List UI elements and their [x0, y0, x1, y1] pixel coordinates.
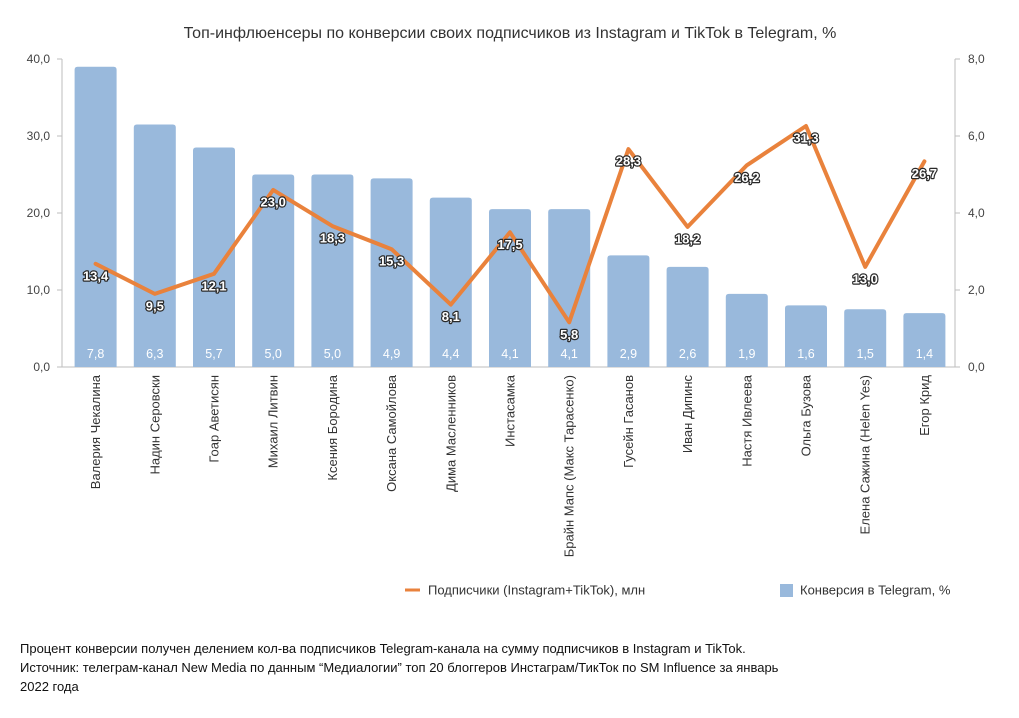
subscribers-label: 5,8 — [560, 327, 578, 342]
category-label: Настя Ивлеева — [739, 374, 754, 466]
category-label: Гусейн Гасанов — [621, 375, 636, 468]
conversion-bar — [785, 305, 827, 367]
category-label: Надин Серовски — [147, 375, 162, 475]
data-labels: 7,8 6,3 5,7 5,0 5,0 4,9 4,4 4,1 4,1 2,9 2,6 1,9 1,6 1… — [82, 129, 939, 361]
conversion-bar — [725, 293, 768, 367]
combo-chart: Топ-инфлюенсеры по конверсии своих подпи… — [27, 25, 985, 598]
conversion-label: 1,9 — [738, 347, 755, 361]
subscribers-label: 9,5 — [146, 298, 164, 313]
left-axis-tick-label: 20,0 — [27, 206, 51, 220]
footnote-method: Процент конверсии получен делением кол-в… — [20, 641, 746, 656]
left-axis-tick-label: 10,0 — [27, 283, 51, 297]
right-axis-tick-label: 2,0 — [968, 283, 985, 297]
category-label: Ольга Бузова — [799, 374, 814, 456]
conversion-bar — [607, 255, 650, 367]
category-label: Ксения Бородина — [325, 374, 340, 480]
category-label: Дима Масленников — [443, 375, 458, 492]
category-label: Егор Крид — [917, 375, 932, 436]
conversion-label: 1,4 — [916, 347, 933, 361]
legend-bar-swatch — [780, 584, 793, 597]
conversion-bar — [844, 309, 887, 367]
subscribers-label: 13,0 — [853, 271, 878, 286]
legend-conversion-label: Конверсия в Telegram, % — [800, 583, 951, 598]
subscribers-label: 26,7 — [912, 166, 937, 181]
conversion-label: 1,6 — [797, 347, 814, 361]
subscribers-label: 8,1 — [442, 309, 460, 324]
conversion-label: 6,3 — [146, 347, 163, 361]
subscribers-label: 23,0 — [261, 194, 286, 209]
category-label: Михаил Литвин — [266, 375, 281, 468]
legend-subscribers-label: Подписчики (Instagram+TikTok), млн — [428, 583, 645, 598]
category-label: Гоар Аветисян — [207, 375, 222, 463]
subscribers-label: 18,2 — [675, 231, 700, 246]
subscribers-series — [93, 124, 927, 325]
tick-labels: 0,0 10,0 20,0 30,0 40,0 0,0 2,0 4,0 6,0 8,0 — [27, 52, 985, 374]
conversion-bar — [548, 209, 591, 367]
conversion-label: 4,4 — [442, 347, 459, 361]
subscribers-label: 13,4 — [83, 268, 109, 283]
right-axis-tick-label: 8,0 — [968, 52, 985, 66]
conversion-label: 1,5 — [857, 347, 874, 361]
category-label: Брайн Мапс (Макс Тарасенко) — [562, 375, 577, 557]
left-axis-tick-label: 0,0 — [33, 360, 50, 374]
conversion-bar — [429, 197, 472, 367]
category-label: Иван Дипинс — [680, 375, 695, 454]
conversion-bar — [903, 313, 946, 367]
conversion-bar — [133, 124, 176, 367]
category-labels: Валерия Чекалина Надин Серовски Гоар Авети… — [88, 374, 932, 557]
conversion-bar — [370, 178, 413, 367]
conversion-label: 4,1 — [561, 347, 578, 361]
conversion-bar — [666, 266, 709, 367]
subscribers-label: 12,1 — [201, 278, 226, 293]
footnote-source: Источник: телеграм-канал New Media по да… — [20, 660, 779, 675]
subscribers-label: 17,5 — [497, 237, 522, 252]
conversion-bar — [74, 66, 117, 367]
conversion-label: 2,9 — [620, 347, 637, 361]
chart-title: Топ-инфлюенсеры по конверсии своих подпи… — [184, 25, 837, 42]
category-label: Валерия Чекалина — [88, 374, 103, 489]
subscribers-label: 26,2 — [734, 170, 759, 185]
right-axis-tick-label: 6,0 — [968, 129, 985, 143]
category-label: Инстасамка — [503, 374, 518, 447]
conversion-label: 5,0 — [324, 347, 341, 361]
conversion-bar — [252, 174, 295, 367]
subscribers-label: 28,3 — [616, 154, 641, 169]
category-label: Оксана Самойлова — [384, 374, 399, 492]
legend: Подписчики (Instagram+TikTok), млн Конве… — [405, 583, 951, 598]
conversion-bar — [193, 147, 235, 367]
conversion-label: 2,6 — [679, 347, 696, 361]
conversion-label: 7,8 — [87, 347, 104, 361]
subscribers-label: 31,3 — [793, 130, 818, 145]
right-axis-tick-label: 4,0 — [968, 206, 985, 220]
conversion-label: 5,0 — [265, 347, 282, 361]
subscribers-label: 18,3 — [320, 231, 345, 246]
conversion-label: 4,1 — [501, 347, 518, 361]
footnote-source-continued: 2022 года — [20, 679, 79, 694]
conversion-label: 4,9 — [383, 347, 400, 361]
footnotes: Процент конверсии получен делением кол-в… — [20, 639, 778, 696]
subscribers-line — [93, 124, 927, 325]
conversion-bar — [311, 174, 354, 367]
conversion-bars — [74, 66, 946, 367]
left-axis-tick-label: 40,0 — [27, 52, 51, 66]
subscribers-label: 15,3 — [379, 254, 404, 269]
category-label: Елена Сажина (Helen Yes) — [858, 375, 873, 534]
right-axis-tick-label: 0,0 — [968, 360, 985, 374]
conversion-label: 5,7 — [205, 347, 222, 361]
left-axis-tick-label: 30,0 — [27, 129, 51, 143]
